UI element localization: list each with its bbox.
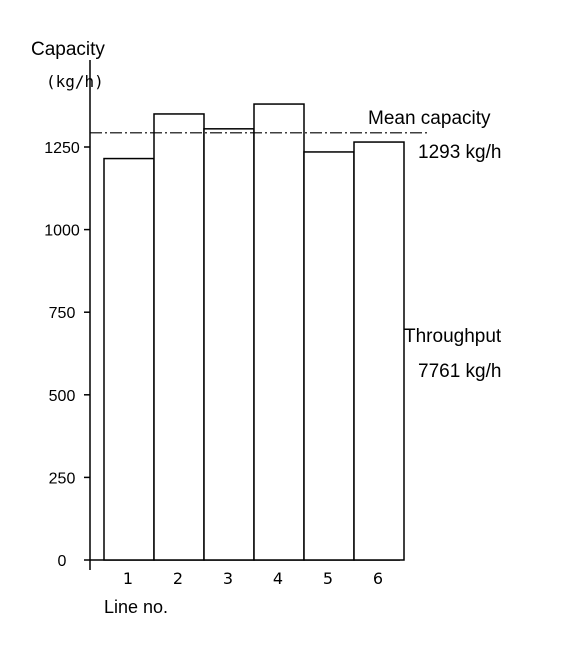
x-tick-label: 6: [373, 569, 383, 588]
y-axis-title: Capacity: [31, 39, 105, 60]
throughput-value: 7761 kg/h: [418, 361, 501, 382]
bar-line-4: [253, 103, 305, 561]
y-tick-label: 500: [49, 388, 76, 405]
bar-line-1: [103, 157, 155, 561]
y-tick-label: 0: [58, 553, 67, 570]
y-axis-unit: (kg/h): [46, 72, 104, 91]
x-tick-label: 4: [273, 569, 283, 588]
bar-line-6: [353, 141, 405, 561]
y-tick-label: 250: [49, 470, 76, 487]
mean-capacity-value: 1293 kg/h: [418, 142, 501, 163]
bar-line-3: [203, 128, 255, 561]
x-tick-label: 5: [323, 569, 333, 588]
bar-line-2: [153, 113, 205, 561]
bar-line-5: [303, 151, 355, 561]
x-tick-label: 3: [223, 569, 233, 588]
x-axis-title: Line no.: [104, 597, 168, 617]
x-tick-label: 1: [123, 569, 133, 588]
y-tick-label: 750: [49, 305, 76, 322]
y-tick-label: 1250: [44, 140, 80, 157]
y-tick-label: 1000: [44, 223, 80, 240]
throughput-label: Throughput: [404, 326, 502, 347]
mean-capacity-label: Mean capacity: [368, 108, 491, 129]
x-tick-label: 2: [173, 569, 183, 588]
